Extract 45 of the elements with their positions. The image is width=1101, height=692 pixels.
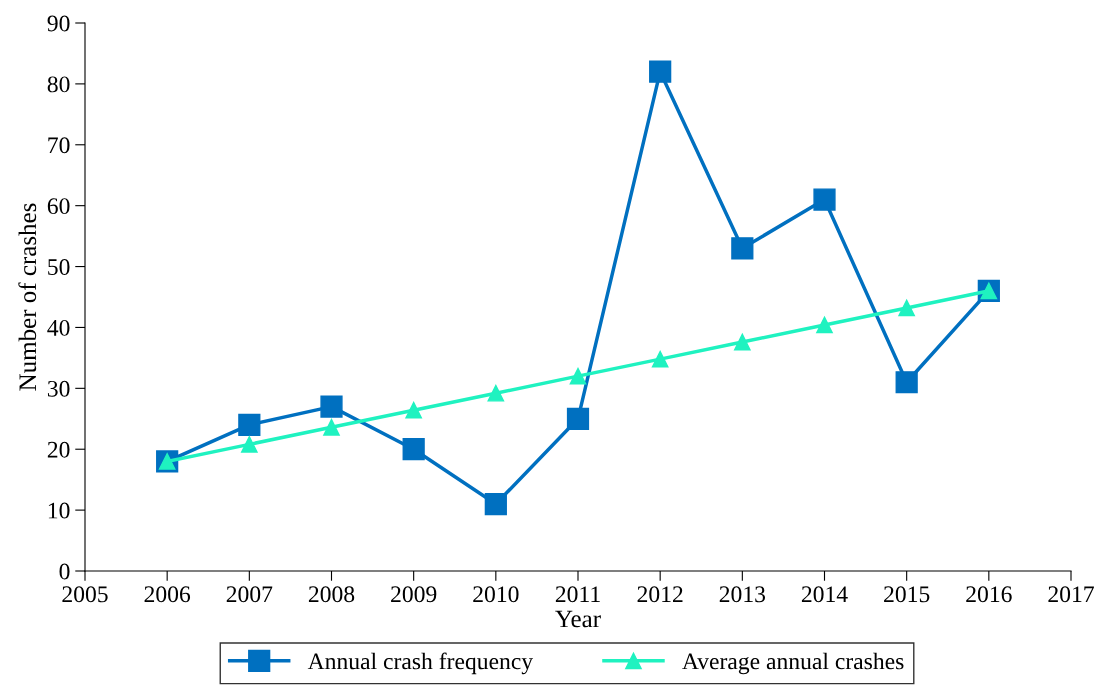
x-tick-label: 2017 [1048,586,1094,603]
point [487,384,505,402]
x-tick-label: 2005 [62,586,108,603]
x-tick-label: 2014 [801,586,848,603]
point [238,413,261,436]
point [484,492,507,516]
x-tick-label: 2006 [144,586,191,603]
point [323,418,340,436]
y-tick-label: 0 [59,563,70,580]
point [731,237,754,260]
y-tick-label: 10 [48,502,70,519]
x-tick-label: 2007 [226,586,273,603]
y-tick-label: 20 [47,441,70,458]
x-tick-label: 2010 [473,586,519,603]
y-axis-title: Number of crashes [18,203,37,391]
y-tick-label: 70 [48,137,70,154]
point [569,367,587,385]
x-tick-label: 2009 [391,586,437,603]
x-tick-label: 2013 [719,586,766,603]
legend-label: Average annual crashes [682,652,904,675]
x-tick-label: 2011 [555,586,600,603]
y-tick-label: 60 [47,198,70,215]
point [898,299,916,317]
point [320,395,343,418]
point [895,371,918,394]
x-axis-title: Year [555,610,601,628]
point [649,60,672,83]
point [813,188,836,211]
point [566,407,590,430]
x-tick-label: 2008 [308,586,355,603]
x-tick-label: 2012 [637,586,683,603]
y-tick-label: 50 [48,259,70,275]
point [733,333,751,351]
point [651,350,669,368]
legend-label: Annual crash frequency [307,652,534,675]
point [405,401,423,419]
y-tick-label: 90 [47,15,70,32]
x-tick-label: 2015 [884,586,930,603]
y-tick-label: 80 [47,76,70,93]
x-tick-label: 2016 [966,586,1012,603]
y-tick-label: 30 [47,380,70,397]
point [402,438,425,461]
y-tick-label: 40 [47,319,70,336]
point [240,436,258,453]
point [816,316,833,334]
